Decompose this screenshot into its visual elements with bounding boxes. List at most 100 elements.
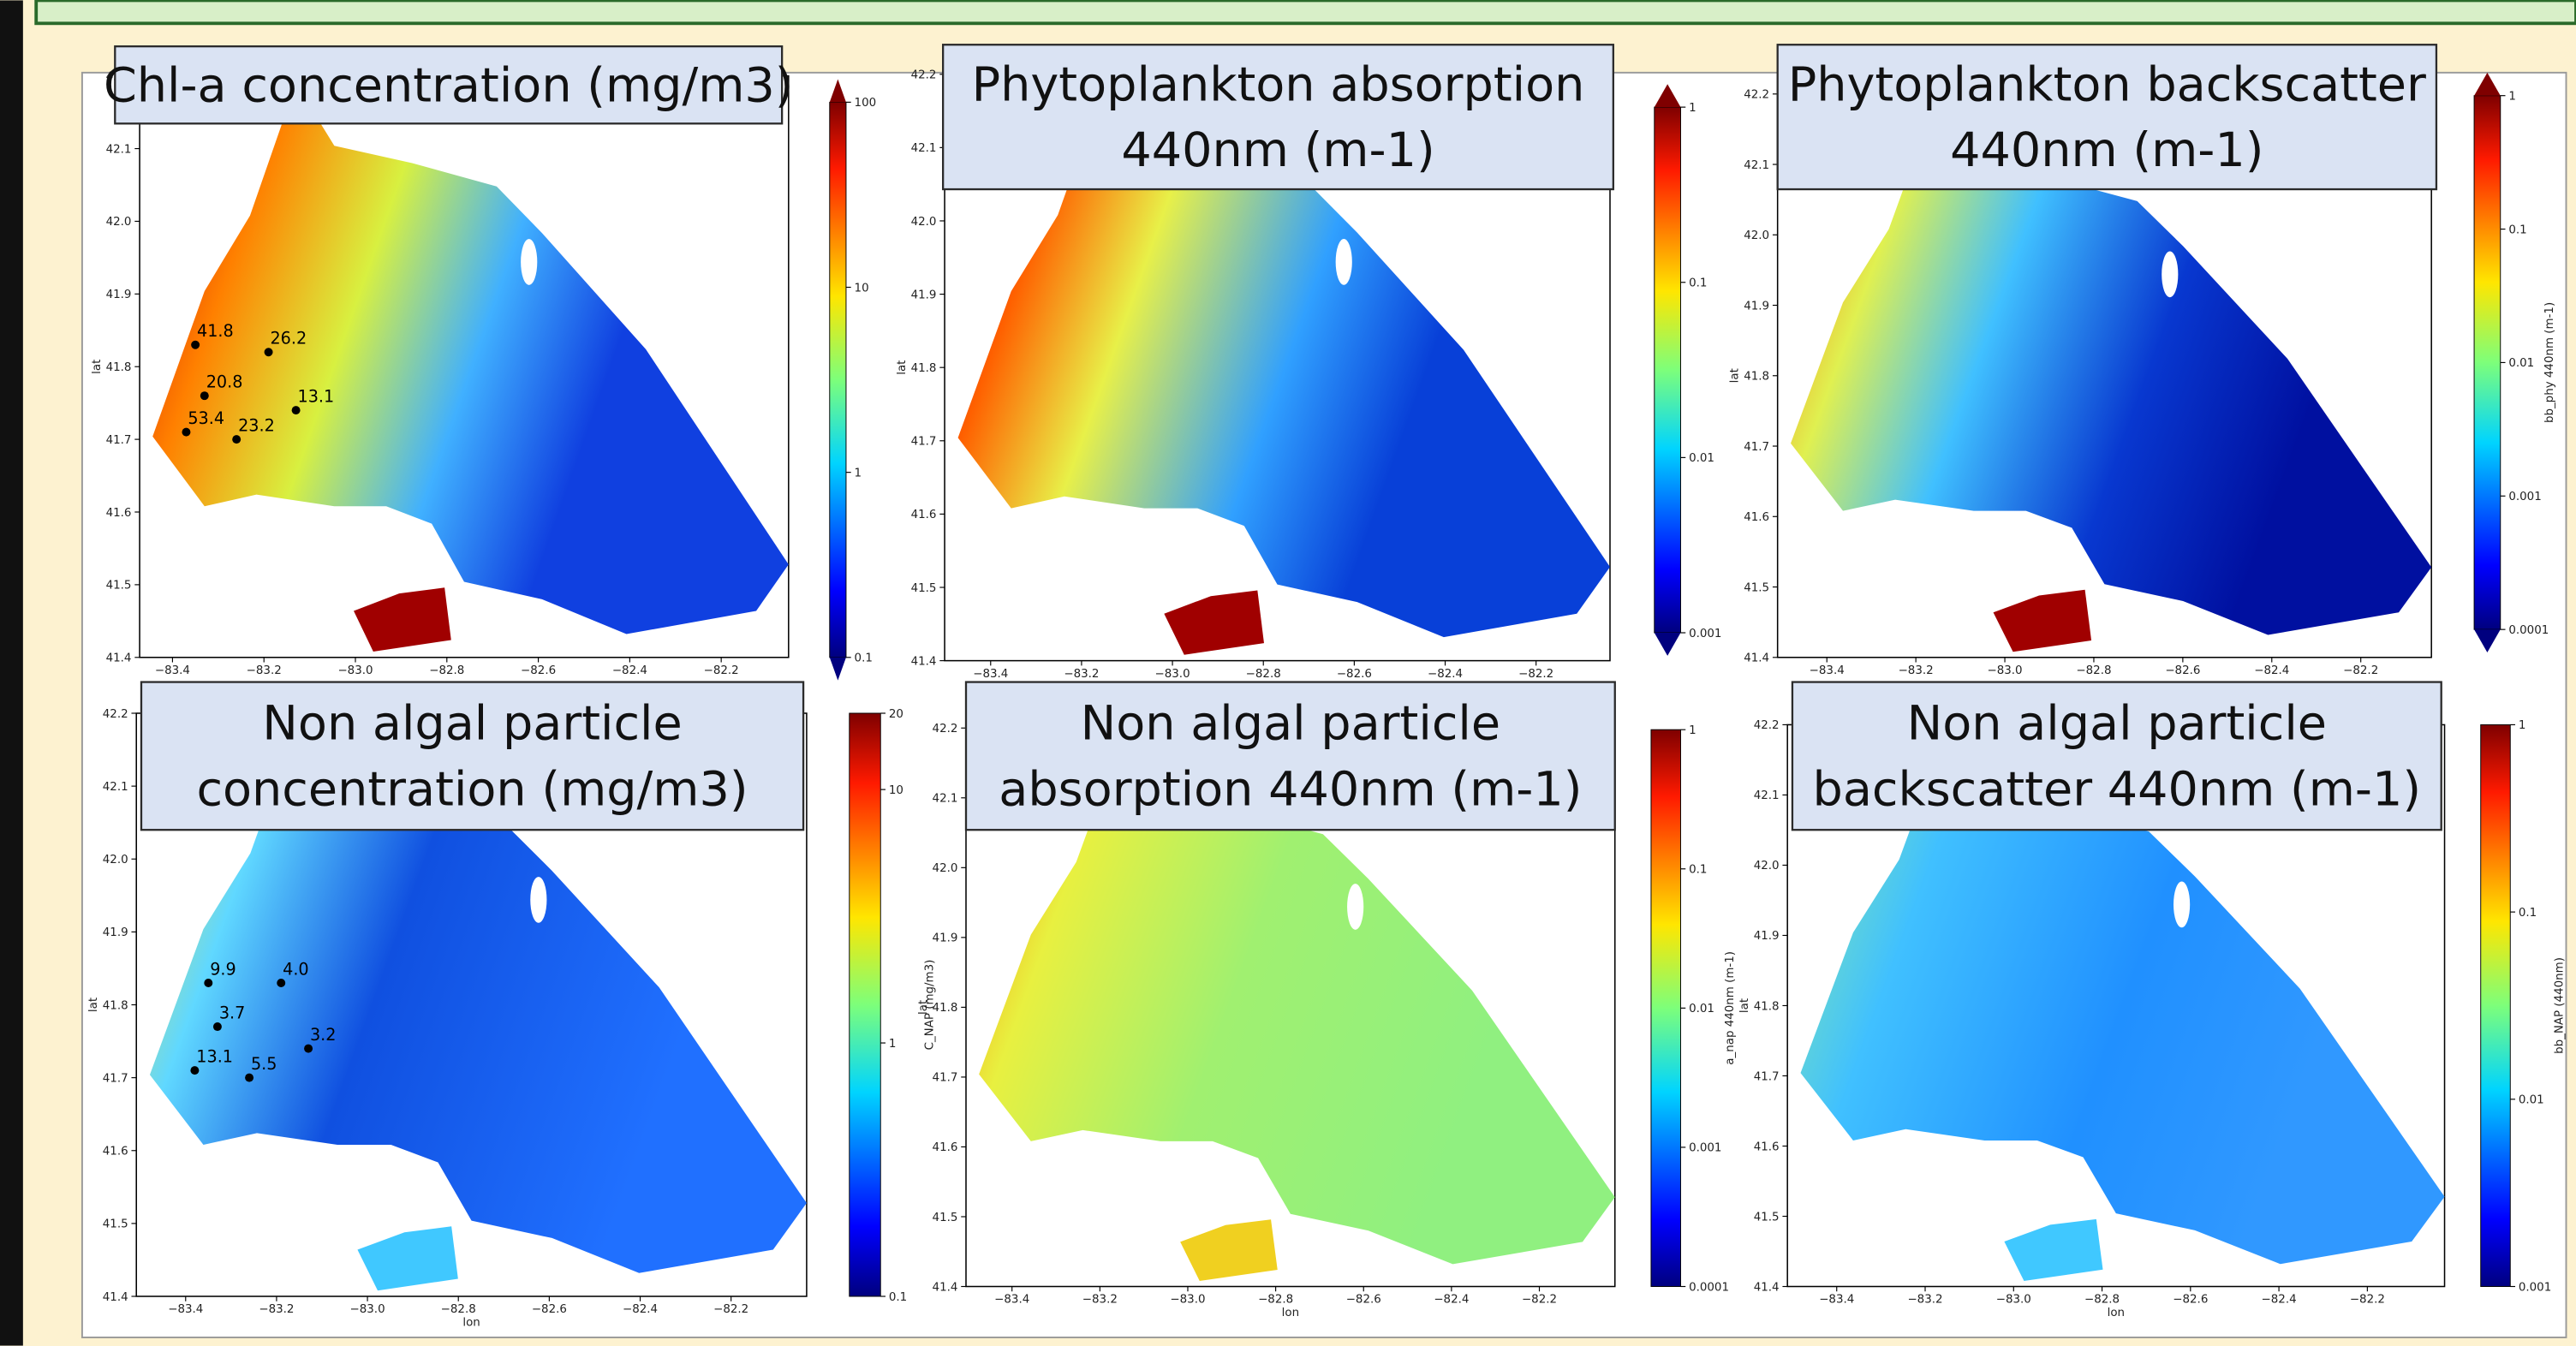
station (204, 979, 212, 987)
x-tick-label: −83.4 (155, 664, 190, 677)
y-tick-label: 41.9 (106, 289, 132, 301)
colorbar-tick-label: 10 (855, 282, 869, 295)
y-axis-label: lat (91, 360, 104, 374)
colorbar-tick-label: 0.001 (2508, 491, 2541, 503)
y-tick-label: 41.6 (933, 1141, 958, 1154)
y-tick-label: 41.6 (1744, 511, 1769, 524)
x-tick-label: −82.2 (1522, 1294, 1557, 1307)
x-tick-label: −83.2 (259, 1303, 294, 1316)
y-tick-label: 42.0 (1754, 860, 1780, 873)
colorbar-tick-label: 100 (855, 97, 877, 110)
island (1347, 884, 1363, 930)
x-tick-label: −83.0 (350, 1303, 385, 1316)
station-label: 23.2 (238, 416, 275, 436)
panels: −83.4 −83.2 −83.0 −82.8 −82.6 −82.4 −82.2 42.2 4… (87, 45, 2566, 1329)
x-tick-label: −82.4 (1428, 668, 1463, 681)
x-tick-label: −82.2 (2343, 664, 2378, 677)
colorbar-tick-label: 0.01 (1689, 452, 1714, 465)
colorbar (1655, 107, 1681, 633)
station (213, 1022, 222, 1031)
colorbar-label: a_nap 440nm (m-1) (1724, 951, 1737, 1065)
island (530, 877, 546, 923)
colorbar-tick-label: 0.01 (2508, 357, 2534, 370)
colorbar (2474, 96, 2501, 629)
colorbar-tick-label: 0.1 (1689, 277, 1707, 290)
station (190, 1066, 199, 1075)
x-tick-label: −83.0 (1988, 664, 2023, 677)
x-tick-label: −82.6 (521, 664, 556, 677)
panel-title: absorption 440nm (m-1) (999, 761, 1582, 817)
station (245, 1074, 253, 1082)
y-tick-label: 41.8 (911, 362, 937, 375)
station (182, 428, 190, 437)
colorbar-tick-label: 0.01 (2519, 1094, 2544, 1107)
y-tick-label: 42.2 (1754, 719, 1780, 732)
x-tick-label: −82.6 (532, 1303, 567, 1316)
y-tick-label: 41.8 (933, 1002, 958, 1015)
x-tick-label: −83.4 (1810, 664, 1845, 677)
colorbar-tick-label: 0.001 (1689, 628, 1721, 640)
colorbar-tick-label: 0.001 (2519, 1281, 2551, 1294)
y-tick-label: 41.9 (1744, 300, 1769, 313)
y-tick-label: 41.7 (103, 1072, 128, 1085)
x-tick-label: −83.0 (1996, 1294, 2031, 1307)
x-tick-label: −82.8 (2084, 1294, 2120, 1307)
y-tick-label: 41.9 (103, 926, 128, 939)
panel-title: Chl-a concentration (mg/m3) (104, 57, 794, 113)
y-tick-label: 42.2 (911, 69, 937, 82)
x-tick-label: −82.4 (2254, 664, 2289, 677)
colorbar-tick-label: 0.1 (855, 652, 873, 665)
y-tick-label: 42.0 (1744, 229, 1769, 242)
y-tick-label: 42.0 (106, 216, 132, 229)
station (232, 435, 241, 444)
colorbar-tick-label: 1 (2519, 719, 2526, 732)
colorbar-tick-label: 1 (2508, 90, 2516, 103)
colorbar-tick-label: 0.001 (1689, 1142, 1721, 1155)
y-axis-label: lat (87, 998, 100, 1012)
colorbar-label: bb_phy 440nm (m-1) (2543, 302, 2556, 423)
panel-title: Phytoplankton absorption (972, 57, 1585, 112)
station (265, 348, 273, 356)
colorbar (830, 102, 846, 657)
colorbar-tick-label: 0.0001 (2508, 624, 2549, 637)
x-tick-label: −82.6 (1337, 668, 1372, 681)
x-tick-label: −83.4 (168, 1303, 203, 1316)
y-tick-label: 42.0 (933, 862, 958, 875)
panel-title: concentration (mg/m3) (196, 761, 748, 817)
x-tick-label: −83.2 (1082, 1294, 1118, 1307)
y-tick-label: 41.5 (103, 1218, 128, 1231)
station-label: 41.8 (197, 321, 234, 341)
x-tick-label: −82.8 (1258, 1294, 1293, 1307)
y-tick-label: 41.7 (106, 434, 132, 447)
station (292, 406, 301, 414)
panel-title: Non algal particle (1907, 696, 2327, 752)
y-tick-label: 41.5 (1744, 581, 1769, 594)
y-tick-label: 41.8 (1754, 1000, 1780, 1013)
colorbar-tick-label: 1 (855, 467, 862, 479)
x-tick-label: −83.2 (247, 664, 282, 677)
x-axis-label: lon (1282, 1307, 1299, 1319)
x-tick-label: −82.6 (1346, 1294, 1381, 1307)
x-tick-label: −82.2 (704, 664, 739, 677)
y-tick-label: 41.8 (1744, 371, 1769, 384)
station-label: 3.7 (219, 1003, 245, 1022)
colorbar-tick-label: 10 (889, 784, 903, 797)
station (304, 1045, 313, 1053)
x-tick-label: −83.2 (1899, 664, 1934, 677)
y-axis-label: lat (1738, 998, 1751, 1013)
colorbar-tick-label: 1 (889, 1038, 897, 1051)
station-label: 13.1 (298, 387, 335, 407)
x-tick-label: −83.2 (1064, 668, 1099, 681)
colorbar-tick-label: 0.1 (889, 1291, 907, 1304)
y-tick-label: 42.1 (911, 142, 937, 155)
colorbar (850, 713, 880, 1296)
panel-title: Phytoplankton backscatter (1788, 57, 2426, 112)
x-tick-label: −82.4 (1434, 1294, 1469, 1307)
y-tick-label: 41.4 (911, 655, 937, 668)
station-label: 53.4 (188, 408, 224, 428)
colorbar (1651, 730, 1681, 1286)
y-tick-label: 42.0 (911, 216, 937, 229)
header-band (36, 0, 2576, 23)
x-tick-label: −83.2 (1907, 1294, 1942, 1307)
x-tick-label: −83.0 (337, 664, 373, 677)
